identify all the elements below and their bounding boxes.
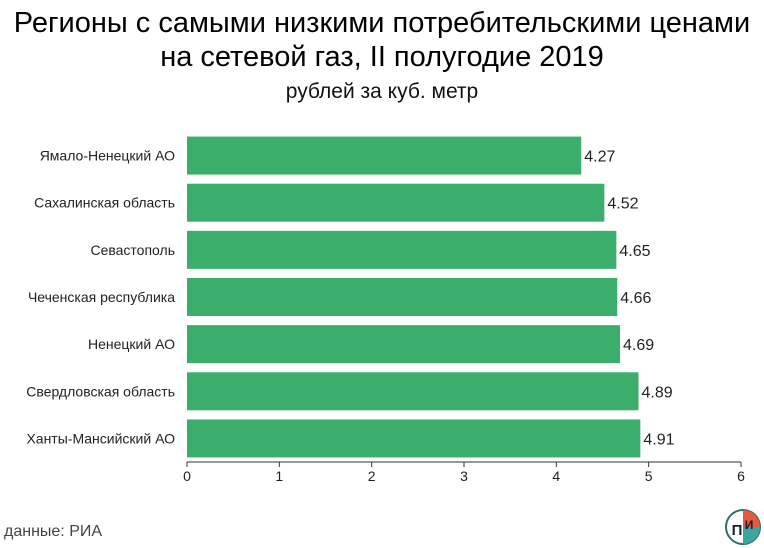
chart-title: Регионы с самыми низкими потребительским… <box>13 7 751 73</box>
bar <box>187 183 605 222</box>
x-tick-label: 1 <box>275 468 283 484</box>
value-label: 4.27 <box>584 149 615 166</box>
x-tick-label: 2 <box>368 468 376 484</box>
value-label: 4.91 <box>643 431 674 448</box>
category-label: Ямало-Ненецкий АО <box>40 148 175 164</box>
category-label: Сахалинская область <box>34 195 175 211</box>
logo-letter-i: И <box>745 518 754 532</box>
value-label: 4.89 <box>642 384 673 401</box>
category-label: Чеченская республика <box>28 289 175 305</box>
value-label: 4.69 <box>623 337 654 354</box>
x-tick-label: 4 <box>552 468 560 484</box>
value-label: 4.65 <box>619 243 650 260</box>
bar <box>187 230 617 269</box>
source-note: данные: РИА <box>4 523 103 540</box>
category-label: Ненецкий АО <box>88 336 175 352</box>
bar <box>187 325 621 364</box>
x-tick-label: 3 <box>460 468 468 484</box>
x-tick-label: 6 <box>737 468 745 484</box>
x-tick-label: 5 <box>645 468 653 484</box>
category-label: Севастополь <box>90 242 175 258</box>
x-tick-label: 0 <box>183 468 191 484</box>
logo-letter-p: П <box>732 522 743 539</box>
value-label: 4.66 <box>620 290 651 307</box>
bar <box>187 372 639 411</box>
category-label: Ханты-Мансийский АО <box>26 430 175 446</box>
category-label: Свердловская область <box>26 383 175 399</box>
bar <box>187 278 618 316</box>
value-label: 4.52 <box>607 196 638 213</box>
chart-subtitle: рублей за куб. метр <box>285 80 479 103</box>
bar <box>187 419 641 458</box>
bar <box>187 136 582 175</box>
ria-logo: П И <box>725 509 761 545</box>
